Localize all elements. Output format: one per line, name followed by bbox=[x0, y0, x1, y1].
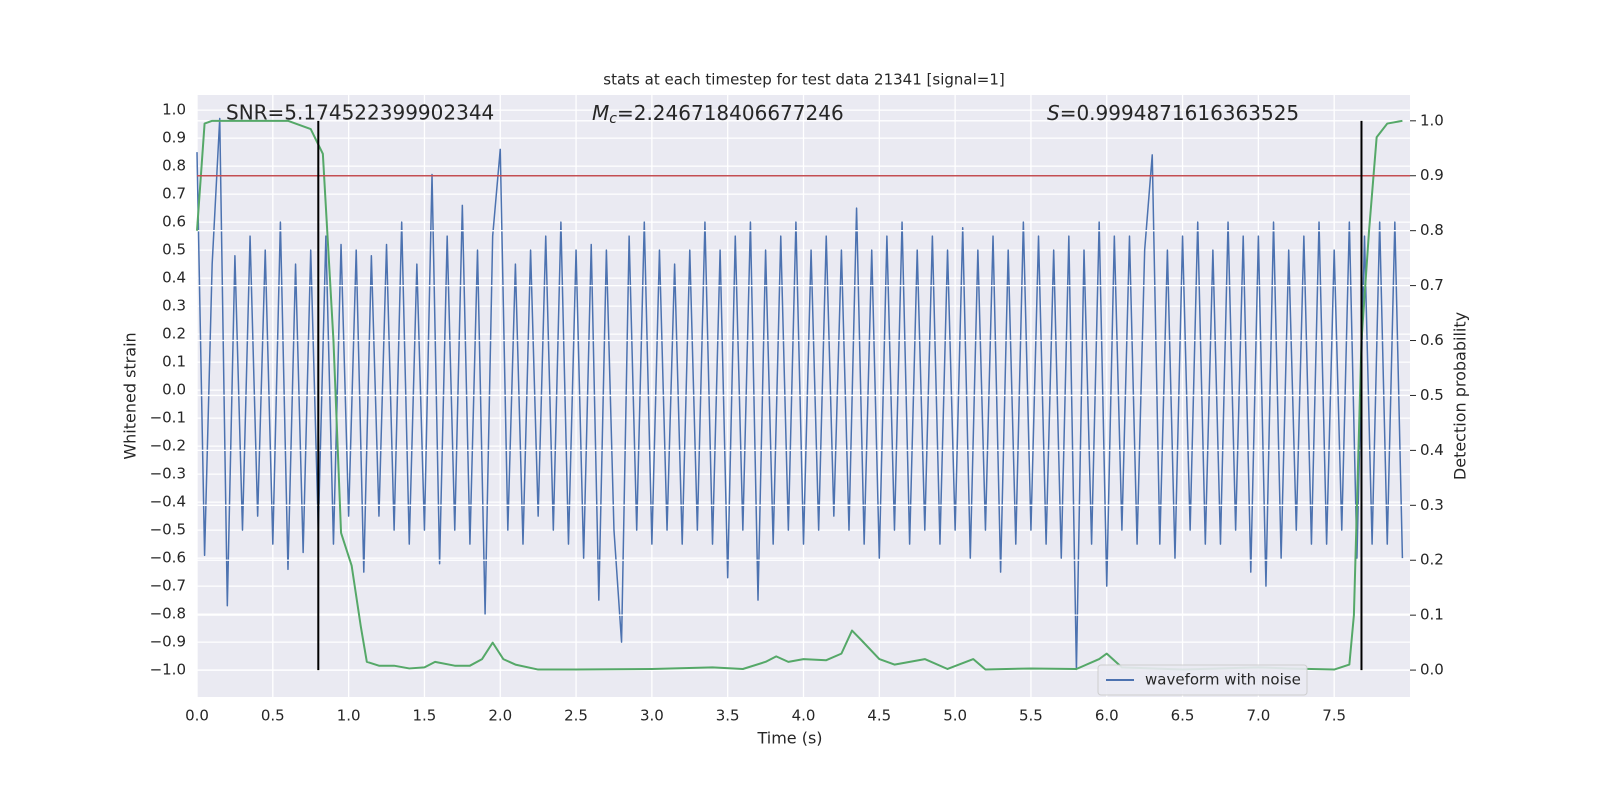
y-tick-label: −0.9 bbox=[150, 633, 186, 651]
x-tick-label: 6.0 bbox=[1095, 707, 1119, 725]
x-tick-label: 3.0 bbox=[640, 707, 664, 725]
x-tick-label: 6.5 bbox=[1171, 707, 1195, 725]
y2-axis-label: Detection probability bbox=[1451, 312, 1470, 480]
y-tick-label: 0.8 bbox=[162, 157, 186, 175]
chart-title: stats at each timestep for test data 213… bbox=[603, 71, 1004, 89]
y2-tick-label: 0.1 bbox=[1420, 606, 1444, 624]
annotation: SNR=5.174522399902344 bbox=[226, 101, 494, 125]
y2-tick-label: 0.5 bbox=[1420, 386, 1444, 404]
y2-tick-label: 0.6 bbox=[1420, 331, 1444, 349]
y-tick-label: −0.5 bbox=[150, 521, 186, 539]
annotation-symbol: M bbox=[592, 101, 609, 125]
legend-label: waveform with noise bbox=[1145, 671, 1301, 689]
y-tick-label: 0.3 bbox=[162, 297, 186, 315]
annotation: Mc=2.246718406677246 bbox=[592, 101, 844, 128]
y-tick-label: −0.2 bbox=[150, 437, 186, 455]
y-tick-label: 0.9 bbox=[162, 129, 186, 147]
y-tick-label: −0.1 bbox=[150, 409, 186, 427]
y2-tick-label: 0.7 bbox=[1420, 276, 1444, 294]
y-tick-label: 1.0 bbox=[162, 101, 186, 119]
data-layer bbox=[196, 117, 1404, 671]
over-layer bbox=[196, 119, 1410, 671]
annotation-subscript: c bbox=[609, 111, 617, 127]
y-tick-label: −0.4 bbox=[150, 493, 186, 511]
y-tick-label: −0.7 bbox=[150, 577, 186, 595]
y-tick-label: 0.0 bbox=[162, 381, 186, 399]
y-tick-label: 0.2 bbox=[162, 325, 186, 343]
waveform-line bbox=[196, 117, 1404, 671]
y2-tick-label: 0.3 bbox=[1420, 496, 1444, 514]
y-tick-label: −0.6 bbox=[150, 549, 186, 567]
x-tick-label: 1.0 bbox=[337, 707, 361, 725]
x-tick-label: 0.5 bbox=[261, 707, 285, 725]
x-tick-label: 2.5 bbox=[564, 707, 588, 725]
y2-tick-label: 0.2 bbox=[1420, 551, 1444, 569]
y2-tick-label: 0.0 bbox=[1420, 661, 1444, 679]
y2-tick-label: 1.0 bbox=[1420, 111, 1444, 129]
x-axis-label: Time (s) bbox=[756, 729, 822, 748]
legend-box bbox=[1097, 664, 1308, 696]
y-tick-label: 0.6 bbox=[162, 213, 186, 231]
y-tick-label: 0.1 bbox=[162, 353, 186, 371]
y-tick-label: −0.8 bbox=[150, 605, 186, 623]
y-tick-label: −1.0 bbox=[150, 661, 186, 679]
x-tick-label: 7.0 bbox=[1246, 707, 1270, 725]
x-tick-label: 5.0 bbox=[943, 707, 967, 725]
y-axis-label: Whitened strain bbox=[121, 332, 140, 459]
y2-tick-label: 0.4 bbox=[1420, 441, 1444, 459]
y-tick-label: 0.7 bbox=[162, 185, 186, 203]
x-tick-label: 1.5 bbox=[413, 707, 437, 725]
annotation-value: =0.9994871616363525 bbox=[1060, 101, 1299, 125]
y-tick-label: −0.3 bbox=[150, 465, 186, 483]
x-tick-label: 7.5 bbox=[1322, 707, 1346, 725]
x-tick-label: 2.0 bbox=[488, 707, 512, 725]
x-tick-label: 0.0 bbox=[185, 707, 209, 725]
y2-tick-label: 0.8 bbox=[1420, 221, 1444, 239]
x-tick-label: 4.5 bbox=[867, 707, 891, 725]
legend: waveform with noise bbox=[1097, 664, 1308, 696]
y-tick-label: 0.4 bbox=[162, 269, 186, 287]
y2-tick-label: 0.9 bbox=[1420, 166, 1444, 184]
y-tick-label: 0.5 bbox=[162, 241, 186, 259]
x-tick-label: 5.5 bbox=[1019, 707, 1043, 725]
annotation-value: =2.246718406677246 bbox=[617, 101, 844, 125]
annotation-symbol: S bbox=[1047, 101, 1060, 125]
annotation: S=0.9994871616363525 bbox=[1047, 101, 1299, 125]
x-tick-label: 3.5 bbox=[716, 707, 740, 725]
x-tick-label: 4.0 bbox=[792, 707, 816, 725]
